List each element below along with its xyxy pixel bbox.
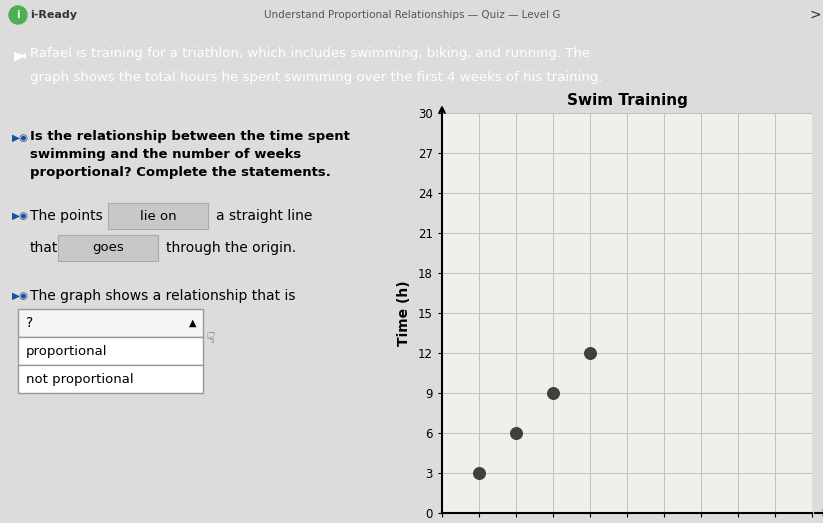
Text: ◀◀: ◀◀ bbox=[14, 51, 27, 61]
Text: ▶: ▶ bbox=[14, 50, 24, 63]
Bar bbox=[18, 365, 203, 393]
Text: through the origin.: through the origin. bbox=[166, 241, 296, 255]
Text: graph shows the total hours he spent swimming over the first 4 weeks of his trai: graph shows the total hours he spent swi… bbox=[30, 72, 602, 85]
Text: Is the relationship between the time spent: Is the relationship between the time spe… bbox=[30, 130, 350, 143]
Text: The points: The points bbox=[30, 209, 103, 223]
Text: The graph shows a relationship that is: The graph shows a relationship that is bbox=[30, 289, 295, 303]
Point bbox=[546, 389, 560, 397]
Text: lie on: lie on bbox=[140, 210, 176, 222]
Text: that: that bbox=[30, 241, 58, 255]
Circle shape bbox=[9, 6, 27, 24]
Text: ▶◉: ▶◉ bbox=[12, 291, 29, 301]
Bar bbox=[108, 203, 208, 229]
Text: ☟: ☟ bbox=[206, 331, 216, 346]
Title: Swim Training: Swim Training bbox=[566, 93, 687, 108]
Text: Understand Proportional Relationships — Quiz — Level G: Understand Proportional Relationships — … bbox=[263, 10, 560, 20]
Text: goes: goes bbox=[92, 242, 124, 255]
Text: Rafael is training for a triathlon, which includes swimming, biking, and running: Rafael is training for a triathlon, whic… bbox=[30, 48, 590, 61]
Text: proportional: proportional bbox=[26, 345, 108, 358]
Text: i: i bbox=[16, 10, 20, 20]
Text: i-Ready: i-Ready bbox=[30, 10, 77, 20]
Text: ▲: ▲ bbox=[189, 318, 197, 328]
Text: ▶◉: ▶◉ bbox=[12, 133, 29, 143]
Text: swimming and the number of weeks: swimming and the number of weeks bbox=[30, 148, 301, 161]
Text: ▶◉: ▶◉ bbox=[12, 211, 29, 221]
Point bbox=[584, 349, 597, 357]
Y-axis label: Time (h): Time (h) bbox=[397, 280, 411, 346]
Text: >: > bbox=[810, 8, 821, 22]
Bar bbox=[18, 309, 203, 337]
Text: ?: ? bbox=[26, 316, 33, 330]
Point bbox=[509, 429, 523, 437]
Point bbox=[472, 469, 486, 477]
Text: not proportional: not proportional bbox=[26, 372, 133, 385]
Bar bbox=[18, 337, 203, 365]
Text: a straight line: a straight line bbox=[216, 209, 313, 223]
Text: proportional? Complete the statements.: proportional? Complete the statements. bbox=[30, 166, 331, 179]
Bar bbox=[58, 235, 158, 261]
